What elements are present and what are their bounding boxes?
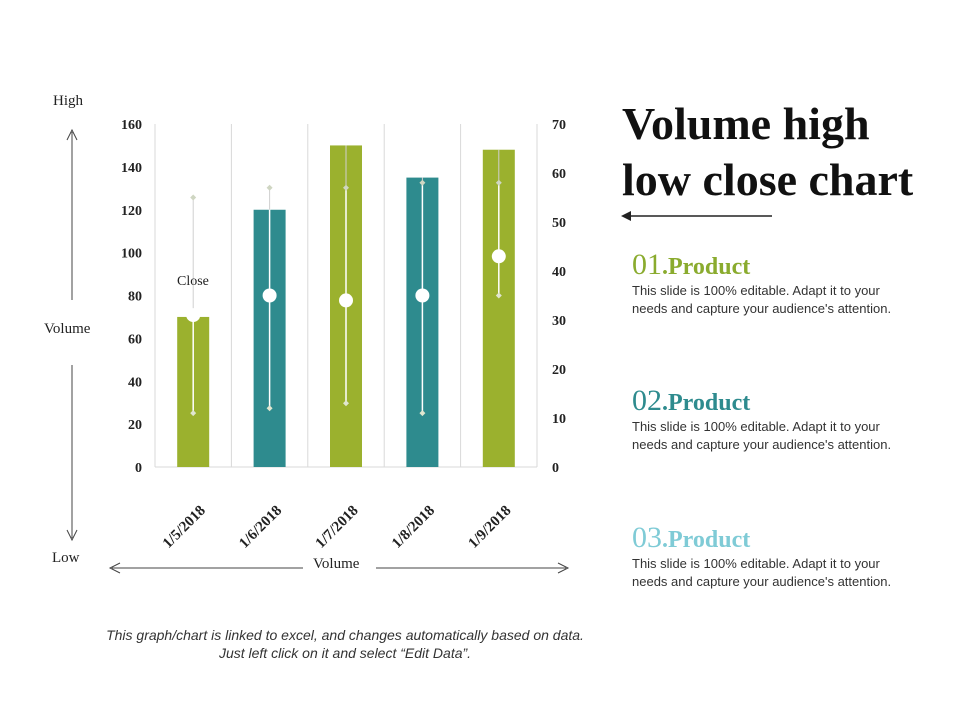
product-description: This slide is 100% editable. Adapt it to… xyxy=(632,283,892,316)
y-right-tick-label: 10 xyxy=(552,412,566,427)
y-left-tick-label: 60 xyxy=(128,332,142,347)
product-name: Product xyxy=(668,254,751,280)
product-dot: . xyxy=(662,390,668,416)
x-tick-label: 1/7/2018 xyxy=(313,503,362,552)
y-left-tick-label: 120 xyxy=(121,204,142,219)
low-marker xyxy=(190,410,197,417)
y-right-tick-label: 0 xyxy=(552,461,559,476)
y-left-tick-label: 0 xyxy=(135,461,142,476)
high-marker xyxy=(343,184,349,191)
close-marker xyxy=(339,293,353,308)
y-right-tick-label: 40 xyxy=(552,265,566,280)
footnote: This graph/chart is linked to excel, and… xyxy=(106,627,584,661)
title-arrow-head xyxy=(621,211,631,221)
volume-left-label: Volume xyxy=(44,321,91,337)
product-dot: . xyxy=(662,527,668,553)
y-left-tick-label: 100 xyxy=(121,247,142,262)
product-name: Product xyxy=(668,390,751,416)
low-label: Low xyxy=(52,550,80,566)
y-right-tick-label: 20 xyxy=(552,363,566,378)
close-label: Close xyxy=(177,274,209,289)
low-marker xyxy=(343,400,349,407)
y-right-tick-label: 60 xyxy=(552,167,566,182)
high-label: High xyxy=(53,93,83,109)
low-arrow-head xyxy=(66,529,78,542)
high-marker xyxy=(419,179,426,186)
product-dot: . xyxy=(662,254,668,280)
x-tick-label: 1/9/2018 xyxy=(465,503,514,552)
close-marker xyxy=(415,288,430,303)
y-right-tick-label: 50 xyxy=(552,216,566,231)
volume-bottom-label: Volume xyxy=(313,556,360,572)
y-left-tick-label: 20 xyxy=(128,418,142,433)
close-marker xyxy=(186,308,201,323)
x-tick-label: 1/8/2018 xyxy=(389,503,438,552)
y-left-tick-label: 40 xyxy=(128,375,142,390)
y-right-tick-label: 30 xyxy=(552,314,566,329)
product-item: 01.Product This slide is 100% editable. … xyxy=(632,248,902,317)
volume-arrow-right-head xyxy=(557,562,570,574)
x-tick-label: 1/6/2018 xyxy=(236,503,285,552)
product-item: 03.Product This slide is 100% editable. … xyxy=(632,521,902,590)
low-marker xyxy=(266,405,273,412)
y-left-tick-label: 160 xyxy=(121,118,142,133)
close-marker xyxy=(262,288,277,303)
low-marker xyxy=(495,292,502,299)
y-left-tick-label: 80 xyxy=(128,290,142,305)
y-right-tick-label: 70 xyxy=(552,118,566,133)
product-number: 01 xyxy=(632,248,662,281)
product-number: 02 xyxy=(632,384,662,417)
product-item: 02.Product This slide is 100% editable. … xyxy=(632,384,902,453)
high-marker xyxy=(190,194,197,201)
x-tick-label: 1/5/2018 xyxy=(160,503,209,552)
product-name: Product xyxy=(668,527,751,553)
y-left-tick-label: 140 xyxy=(121,161,142,176)
page-title: Volume high low close chart xyxy=(622,98,914,205)
volume-arrow-left-head xyxy=(108,562,121,574)
low-marker xyxy=(419,410,426,417)
product-number: 03 xyxy=(632,521,662,554)
close-marker xyxy=(491,249,506,264)
high-marker xyxy=(495,179,502,186)
product-description: This slide is 100% editable. Adapt it to… xyxy=(632,556,892,589)
high-arrow-head xyxy=(66,128,78,141)
high-marker xyxy=(266,184,273,191)
product-description: This slide is 100% editable. Adapt it to… xyxy=(632,419,892,452)
